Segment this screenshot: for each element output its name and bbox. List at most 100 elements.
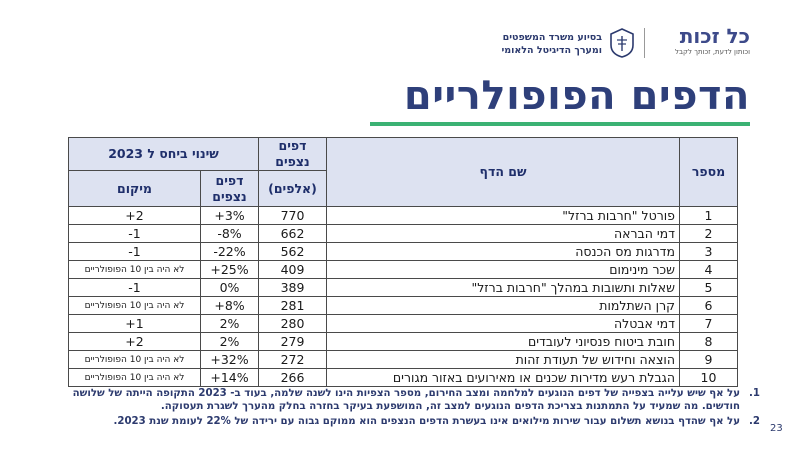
row-change-pct: +3% — [200, 206, 259, 225]
row-number: 2 — [679, 224, 738, 243]
row-change-rank-value: +2 — [125, 207, 144, 223]
row-change-pct-value: +3% — [214, 207, 245, 223]
row-change-rank-value: לא היה בין 10 הפופולריים — [84, 264, 185, 275]
row-number: 8 — [679, 332, 738, 351]
table-row: 5 שאלות ותשובות במהלך "חרבות ברזל" 389 0% -1 — [68, 278, 738, 297]
row-change-pct-value: 2% — [219, 333, 240, 349]
row-views: 266 — [258, 368, 327, 387]
row-change-pct: +14% — [200, 368, 259, 387]
row-views: 272 — [258, 350, 327, 369]
row-number: 3 — [679, 242, 738, 261]
kol-zchut-logo: כל זכות וכותון לדעת, זכותך לקבל — [650, 25, 750, 57]
row-change-rank-value: לא היה בין 10 הפופולריים — [84, 372, 185, 383]
row-change-rank: -1 — [68, 278, 201, 297]
row-page-name: קרן השתלמות — [326, 296, 680, 315]
footnote-2: 2. על אף שהדף בנושא תשלום עבור שירות מיל… — [35, 415, 761, 428]
row-change-rank-value: לא היה בין 10 הפופולריים — [84, 300, 185, 311]
table-row: 8 חובת ביטוח פנסיוני לעובדים 279 2% +2 — [68, 332, 738, 351]
title-underline — [370, 122, 750, 126]
row-number: 5 — [679, 278, 738, 297]
row-number: 6 — [679, 296, 738, 315]
row-change-rank: -1 — [68, 224, 201, 243]
row-views: 770 — [258, 206, 327, 225]
row-page-name: דמי הבראה — [326, 224, 680, 243]
header-num: מספר — [679, 137, 738, 207]
row-change-rank-value: -1 — [128, 279, 141, 295]
row-change-rank: לא היה בין 10 הפופולריים — [68, 260, 201, 279]
row-views: 389 — [258, 278, 327, 297]
row-change-pct-value: +25% — [210, 261, 249, 277]
row-views: 280 — [258, 314, 327, 333]
footnote-1: 1. על אף שיש עלייה בצפייה של דפים הנוגעי… — [35, 387, 760, 413]
row-number: 4 — [679, 260, 738, 279]
row-page-name: שכר מינימום — [326, 260, 680, 279]
row-views: 562 — [258, 242, 327, 261]
row-page-name: דמי אבטלה — [326, 314, 680, 333]
row-change-pct: +25% — [200, 260, 259, 279]
row-change-rank-value: -1 — [128, 243, 141, 259]
state-emblem-icon — [610, 28, 634, 58]
header-name: שם הדף — [326, 137, 680, 207]
row-change-pct: 2% — [200, 314, 259, 333]
row-page-name: חובת ביטוח פנסיוני לעובדים — [326, 332, 680, 351]
row-change-rank-value: +2 — [125, 333, 144, 349]
row-number: 7 — [679, 314, 738, 333]
row-page-name: הוצאה וחידוש של תעודת זהות — [326, 350, 680, 369]
footnote-text: על אף שהדף בנושא תשלום עבור שירות מילואי… — [113, 416, 741, 427]
table-row: 3 מדרגות מס הכנסה 562 -22% -1 — [68, 242, 738, 261]
row-change-rank: -1 — [68, 242, 201, 261]
row-change-pct-value: +8% — [214, 297, 245, 313]
row-page-name: הגבלת רעש מדירות שכנים או מאירועים באזור… — [326, 368, 680, 387]
table-row: 4 שכר מינימום 409 +25% לא היה בין 10 הפופולר… — [68, 260, 738, 279]
row-change-pct: +8% — [200, 296, 259, 315]
footnote-number: 1. — [749, 388, 760, 399]
row-number: 1 — [679, 206, 738, 225]
row-number: 10 — [679, 368, 738, 387]
page-number: 23 — [770, 423, 783, 434]
ministry-text: בסיוע משרד המשפטים ומערך הדיגיטל הלאומי — [501, 31, 602, 57]
row-views: 279 — [258, 332, 327, 351]
row-change-rank: לא היה בין 10 הפופולריים — [68, 368, 201, 387]
row-change-rank-value: -1 — [128, 225, 141, 241]
row-change-rank: +2 — [68, 332, 201, 351]
row-change-pct: 2% — [200, 332, 259, 351]
row-change-pct: 0% — [200, 278, 259, 297]
logo-name: כל זכות — [679, 24, 750, 48]
table-row: 2 דמי הבראה 662 -8% -1 — [68, 224, 738, 243]
table-row: 6 קרן השתלמות 281 +8% לא היה בין 10 הפופולרי… — [68, 296, 738, 315]
logo-divider — [644, 28, 645, 58]
row-views: 409 — [258, 260, 327, 279]
footnote-number: 2. — [749, 416, 760, 427]
logo-tagline: וכותון לדעת, זכותך לקבל — [675, 48, 750, 56]
table-row: 10 הגבלת רעש מדירות שכנים או מאירועים באז… — [68, 368, 738, 387]
row-change-rank: +1 — [68, 314, 201, 333]
row-change-pct-value: +32% — [210, 351, 249, 367]
row-change-pct-value: +14% — [210, 369, 249, 385]
header-change-pct: דפים נצפים — [200, 170, 259, 207]
row-number: 9 — [679, 350, 738, 369]
footnotes: 1. על אף שיש עלייה בצפייה של דפים הנוגעי… — [35, 387, 760, 428]
ministry-line-1: בסיוע משרד המשפטים — [502, 32, 602, 43]
header-views: דפים נצפים — [258, 137, 327, 171]
row-page-name: מדרגות מס הכנסה — [326, 242, 680, 261]
row-change-pct-value: -22% — [213, 243, 246, 259]
header-views-unit: (אלפים) — [258, 170, 327, 207]
row-change-rank: לא היה בין 10 הפופולריים — [68, 296, 201, 315]
popular-pages-table: מספר שם הדף דפים נצפים שינוי ביחס ל 2023… — [68, 137, 738, 387]
row-page-name: שאלות ותשובות במהלך "חרבות ברזל" — [326, 278, 680, 297]
page-title: הדפים הפופולריים — [403, 73, 750, 119]
row-change-rank: +2 — [68, 206, 201, 225]
footnote-text: על אף שיש עלייה בצפייה של דפים הנוגעים ל… — [72, 388, 740, 412]
header-change-rank: מיקום — [68, 170, 201, 207]
row-change-pct-value: 0% — [219, 279, 240, 295]
row-change-rank-value: +1 — [125, 315, 144, 331]
row-change-pct-value: -8% — [217, 225, 242, 241]
ministry-line-2: ומערך הדיגיטל הלאומי — [501, 45, 602, 56]
row-page-name: פורטל "חרבות ברזל" — [326, 206, 680, 225]
table-row: 9 הוצאה וחידוש של תעודת זהות 272 +32% לא היה… — [68, 350, 738, 369]
row-views: 662 — [258, 224, 327, 243]
row-change-pct: -8% — [200, 224, 259, 243]
row-change-rank-value: לא היה בין 10 הפופולריים — [84, 354, 185, 365]
row-change-pct: +32% — [200, 350, 259, 369]
row-change-pct-value: 2% — [219, 315, 240, 331]
